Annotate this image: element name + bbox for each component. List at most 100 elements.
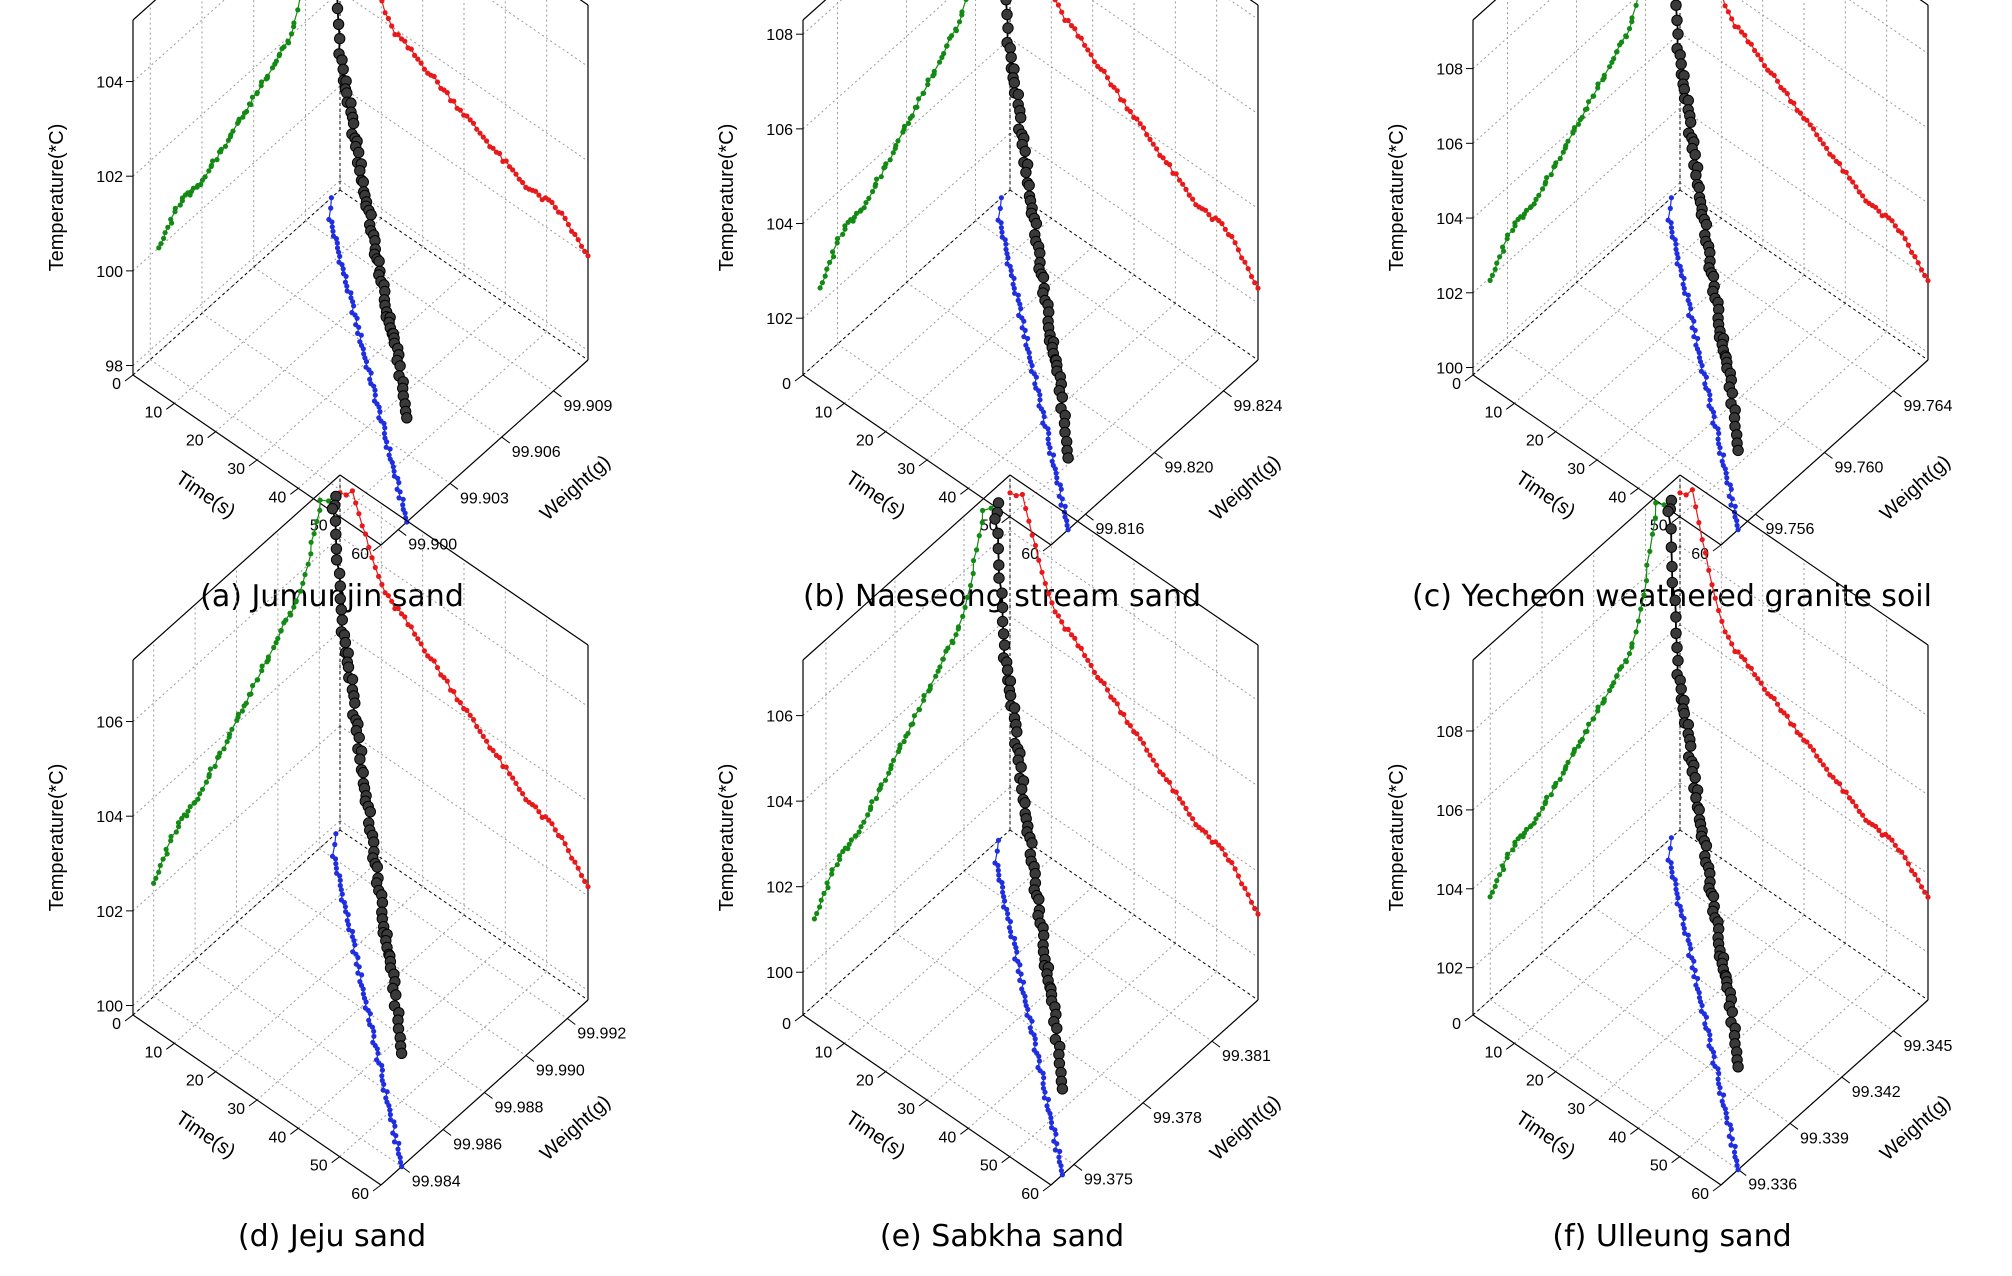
projection-time-temperature-point [1134, 116, 1140, 122]
projection-weight-temperature-point [916, 96, 922, 102]
projection-weight-temperature-point [905, 120, 912, 126]
temperature-axis-label: Temperature(*C) [1386, 764, 1408, 912]
projection-time-weight-point [1680, 921, 1686, 927]
time-tick-label: 40 [1609, 489, 1627, 506]
projection-time-weight-point [1056, 1154, 1062, 1160]
main-trajectory-point [989, 513, 1001, 525]
projection-weight-temperature-point [882, 777, 889, 783]
projection-weight-temperature-point [197, 791, 203, 797]
projection-time-weight-point [367, 376, 373, 382]
projection-weight-temperature-point [1533, 816, 1539, 822]
weight-tick-label: 99.816 [1096, 521, 1145, 538]
projection-time-weight-point [1672, 877, 1678, 883]
projection-time-weight-point [359, 972, 365, 978]
projection-time-weight-point [396, 1140, 402, 1146]
projection-weight-temperature-point [1489, 272, 1495, 278]
projection-time-weight-point [1695, 975, 1701, 982]
projection-time-weight [992, 837, 1065, 1178]
grid-line-temp-back [1848, 0, 1929, 54]
projection-time-weight-point [1004, 906, 1010, 912]
projection-time-weight-point [1702, 1021, 1708, 1027]
projection-time-temperature-point [1850, 179, 1856, 185]
projection-time-weight-point [1675, 255, 1681, 261]
main-trajectory-point [326, 503, 339, 515]
projection-time-temperature-point [1807, 743, 1813, 749]
projection-weight-temperature-point [160, 856, 166, 862]
projection-time-weight-point [333, 236, 339, 242]
projection-time-temperature-point [549, 199, 555, 205]
grid-line-weight-floor [1507, 343, 1756, 515]
time-tick-mark [918, 1099, 928, 1107]
grid-line-time-floor [802, 829, 1011, 1016]
projection-weight-temperature-point [222, 143, 229, 149]
time-tick-label: 20 [856, 433, 874, 450]
projection-time-temperature-point [513, 780, 519, 786]
projection-time-weight-point [1669, 869, 1675, 875]
projection-time-temperature-point [1101, 68, 1107, 74]
projection-time-weight-point [998, 225, 1004, 231]
projection-weight-temperature-point [837, 853, 843, 859]
projection-time-temperature-point [559, 834, 565, 841]
projection-time-weight-point [1020, 979, 1027, 985]
main-trajectory-point [1051, 1022, 1063, 1034]
projection-time-weight-point [1685, 932, 1691, 938]
projection-time-temperature-point [562, 841, 568, 847]
grid-line-time-floor [844, 857, 1052, 1044]
projection-time-temperature-point [1144, 132, 1150, 138]
projection-time-temperature-point [1677, 490, 1683, 496]
projection-time-weight-point [386, 1103, 392, 1109]
time-tick-mark [1042, 544, 1052, 552]
projection-weight-temperature-point [895, 138, 901, 144]
grid-line-time-floor [132, 829, 341, 1016]
projection-time-weight-point [354, 315, 360, 321]
projection-time-temperature-point [1068, 23, 1075, 29]
main-trajectory-point [1689, 149, 1701, 161]
projection-time-weight-point [1025, 1006, 1031, 1012]
projection-time-temperature-point [1804, 117, 1810, 123]
projection-time-weight-point [1688, 946, 1694, 952]
projection-weight-temperature-point [940, 656, 946, 662]
grid-line-weight-floor [277, 885, 527, 1056]
projection-weight-temperature-point [1577, 739, 1583, 745]
time-tick-mark [960, 487, 969, 495]
projection-time-weight-point [1673, 881, 1679, 887]
projection-time-weight-point [334, 245, 341, 251]
projection-time-temperature-point [1229, 860, 1235, 866]
projection-time-weight-point [1052, 466, 1058, 472]
temperature-axis-label: Temperature(*C) [716, 764, 738, 912]
projection-weight-temperature-point [1557, 155, 1563, 162]
weight-tick-mark [1893, 1030, 1902, 1038]
projection-time-weight-point [1668, 860, 1674, 866]
temp-tick-label: 108 [1436, 724, 1463, 741]
projection-weight-temperature-point [1653, 500, 1659, 506]
projection-time-weight-point [1692, 967, 1698, 973]
grid-line-temp-side [1472, 0, 1551, 69]
time-tick-mark [207, 1071, 216, 1079]
grid-line-temp-side [1472, 107, 1681, 294]
projection-time-temperature-point [1716, 607, 1722, 614]
projection-time-weight-point [1695, 335, 1701, 342]
grid-line-temp-side [132, 630, 341, 817]
main-trajectory-point [401, 412, 413, 424]
projection-weight-temperature-point [288, 31, 295, 37]
projection-time-weight-point [363, 359, 370, 365]
projection-time-weight-point [1052, 1127, 1058, 1133]
weight-tick-mark [1755, 513, 1764, 521]
projection-time-temperature-point [1055, 613, 1061, 619]
projection-time-temperature-point [1091, 669, 1097, 675]
projection-time-temperature-point [1114, 88, 1120, 94]
weight-tick-label: 99.756 [1766, 521, 1815, 538]
projection-weight-temperature-point [1562, 766, 1568, 772]
projection-time-temperature-point [1873, 204, 1879, 210]
projection-time-temperature-point [1013, 493, 1019, 499]
projection-time-temperature-point [1124, 719, 1130, 725]
projection-weight-temperature-point [1626, 26, 1633, 32]
projection-time-temperature-point [418, 60, 424, 66]
grid-line-temp-side [1472, 182, 1681, 368]
projection-weight-temperature-point [937, 59, 943, 65]
projection-time-weight-point [1723, 1110, 1729, 1116]
projection-time-weight-point [1710, 409, 1717, 415]
grid-line-temp-back [1009, 615, 1259, 787]
projection-time-weight-point [1734, 1162, 1740, 1168]
weight-tick-mark [1154, 452, 1163, 459]
